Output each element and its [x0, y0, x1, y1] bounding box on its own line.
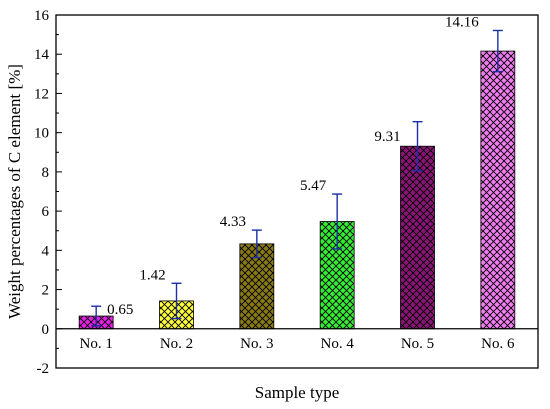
x-category-label: No. 2 [160, 336, 193, 352]
x-axis-title: Sample type [255, 383, 340, 402]
y-tick-label: 16 [34, 8, 50, 24]
data-label-5: 9.31 [374, 129, 400, 145]
error-bar-3 [251, 229, 262, 259]
y-tick-label: 10 [34, 126, 49, 142]
y-tick-label: 0 [42, 322, 50, 338]
data-label-6: 14.16 [445, 14, 479, 30]
bar-6 [480, 50, 516, 330]
data-label-3: 4.33 [220, 214, 246, 230]
x-category-label: No. 4 [320, 336, 354, 352]
x-category-label: No. 5 [401, 336, 434, 352]
bar-5 [400, 145, 435, 330]
y-axis-ticks: -2 0 2 4 6 8 10 12 14 16 [34, 8, 62, 377]
plot-area: 0.65 No. 1 1.42 No. 2 4.33 No. 3 5.47 No. 4 9.31… [78, 14, 516, 352]
y-tick-label: 6 [42, 204, 50, 220]
error-bar-6 [492, 29, 503, 73]
error-bar-1 [91, 305, 102, 327]
error-bar-5 [412, 120, 423, 172]
error-bar-4 [332, 193, 343, 250]
y-tick-label: 4 [42, 243, 50, 259]
y-tick-label: 8 [42, 165, 50, 181]
data-label-2: 1.42 [139, 267, 165, 283]
x-category-label: No. 1 [79, 336, 112, 352]
y-tick-label: 12 [34, 86, 49, 102]
y-tick-label: -2 [37, 361, 50, 377]
x-category-label: No. 6 [481, 336, 515, 352]
error-bar-2 [171, 282, 182, 320]
y-tick-label: 14 [34, 47, 50, 63]
y-axis-title: Weight percentages of C element [%] [5, 64, 24, 319]
y-tick-label: 2 [42, 283, 50, 299]
data-label-4: 5.47 [300, 178, 327, 194]
data-label-1: 0.65 [107, 302, 133, 318]
x-category-label: No. 3 [240, 336, 273, 352]
